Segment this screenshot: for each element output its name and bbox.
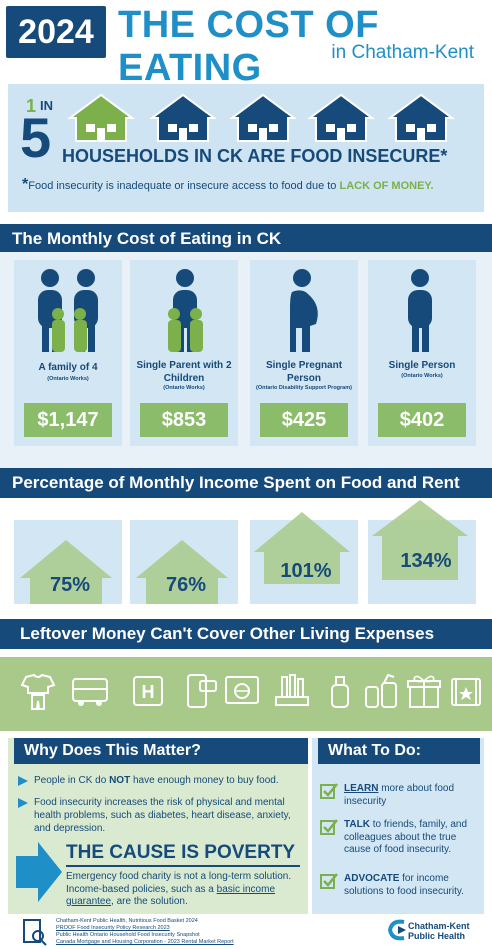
internet-icon <box>225 676 259 704</box>
arrow-bullet-icon <box>18 776 28 786</box>
leftover-section-title: Leftover Money Can't Cover Other Living … <box>0 619 492 649</box>
org-line-2: Public Health <box>408 930 466 941</box>
org-line-1: Chatham-Kent <box>408 921 470 931</box>
arrow-bullet-icon <box>18 798 28 808</box>
school-supplies-icon <box>275 674 309 706</box>
house-icon <box>386 93 456 142</box>
footnote-highlight: LACK OF MONEY. <box>339 180 434 192</box>
todo-talk-verb: TALK <box>344 819 370 830</box>
price-pregnant: $425 <box>260 403 348 437</box>
todo-learn-text: more about food insecurity <box>344 783 455 807</box>
why-point-1-emph: NOT <box>109 775 131 786</box>
source-1: Chatham-Kent Public Health, Nutritious F… <box>56 918 198 924</box>
bus-icon <box>72 678 108 706</box>
price-single: $402 <box>378 403 466 437</box>
checkbox-icon <box>320 873 338 889</box>
house-icon <box>148 93 218 142</box>
percent-value-3: 101% <box>280 560 332 582</box>
insecurity-footnote: *Food insecurity is inadequate or insecu… <box>22 176 434 194</box>
cause-underline <box>66 865 300 867</box>
what-title: What To Do: <box>318 738 480 764</box>
charity-text: Emergency food charity is not a long-ter… <box>66 871 304 909</box>
percent-value-2: 76% <box>165 574 207 596</box>
charity-text-a: Emergency food charity is not a long-ter… <box>66 871 292 895</box>
percent-value-1: 75% <box>49 574 91 596</box>
single-person-icon <box>408 269 432 352</box>
cost-label-single-parent: Single Parent with 2 Children <box>136 360 232 384</box>
why-point-2: Food insecurity increases the risk of ph… <box>34 797 291 834</box>
price-single-parent: $853 <box>140 403 228 437</box>
laundry-icon <box>365 673 397 708</box>
chatham-kent-logo-icon <box>387 919 406 941</box>
why-title: Why Does This Matter? <box>14 738 308 764</box>
house-icon-highlighted <box>66 93 136 142</box>
checkbox-icon <box>320 783 338 799</box>
cost-sub-single-parent: (Ontario Works) <box>163 385 205 391</box>
org-name: Chatham-Kent Public Health <box>408 921 470 942</box>
pregnant-person-icon <box>290 269 318 352</box>
single-parent-icon <box>168 269 203 352</box>
big-arrow-icon <box>16 842 62 902</box>
why-point-1: People in CK do NOT have enough money to… <box>34 774 300 787</box>
stat-one: 1 <box>26 96 37 116</box>
house-icon <box>306 93 376 142</box>
todo-learn-verb: LEARN <box>344 783 379 794</box>
todo-advocate-verb: ADVOCATE <box>344 873 400 884</box>
page-title: THE COST OF EATING <box>118 4 379 89</box>
stat-in: IN <box>40 98 53 113</box>
cost-label-family: A family of 4 <box>38 362 98 373</box>
footnote-star: * <box>22 176 29 193</box>
svg-text:H: H <box>142 682 155 702</box>
insecurity-headline: HOUSEHOLDS IN CK ARE FOOD INSECURE* <box>62 146 448 166</box>
percent-value-4: 134% <box>400 550 452 572</box>
stat-five: 5 <box>20 106 52 169</box>
clothing-icon <box>20 673 56 710</box>
entertainment-icon <box>451 678 481 706</box>
page-subtitle: in Chatham-Kent <box>331 42 474 63</box>
percent-section-title: Percentage of Monthly Income Spent on Fo… <box>0 468 492 498</box>
todo-talk: TALK to friends, family, and colleagues … <box>344 819 474 857</box>
charity-text-b: , are the solution. <box>111 896 188 907</box>
why-panel <box>8 738 308 914</box>
cleaning-icon <box>331 676 349 708</box>
why-point-1-c: have enough money to buy food. <box>130 775 279 786</box>
basic-income-link[interactable]: basic income guarantee <box>66 883 275 908</box>
source-2-link[interactable]: PROOF Food Insecurity Policy Research 20… <box>56 925 170 932</box>
why-point-1-a: People in CK do <box>34 775 110 786</box>
house-icon <box>228 93 298 142</box>
sources-icon <box>23 919 47 946</box>
todo-learn: LEARN more about food insecurity <box>344 783 474 808</box>
year-badge: 2024 <box>6 6 106 58</box>
todo-talk-text: to friends, family, and colleagues about… <box>344 819 468 855</box>
cost-section-title: The Monthly Cost of Eating in CK <box>0 224 492 254</box>
price-family: $1,147 <box>24 403 112 437</box>
hospital-icon: H <box>133 676 163 706</box>
footnote-text: Food insecurity is inadequate or insecur… <box>28 180 340 192</box>
source-4-link[interactable]: Canada Mortgage and Housing Corporation … <box>56 939 234 946</box>
gift-icon <box>407 675 441 708</box>
checkbox-icon <box>320 819 338 835</box>
phone-icon <box>187 674 217 708</box>
cost-sub-single: (Ontario Works) <box>401 373 443 379</box>
percent-arrows <box>20 500 468 604</box>
cost-label-single: Single Person <box>388 360 456 371</box>
source-3: Public Health Ontario Household Food Ins… <box>56 932 200 939</box>
what-panel <box>312 738 484 914</box>
cost-sub-pregnant: (Ontario Disability Support Program) <box>256 385 352 391</box>
family-icon <box>38 269 98 352</box>
sources-list: Chatham-Kent Public Health, Nutritious F… <box>56 918 234 947</box>
cost-sub-family: (Ontario Works) <box>47 376 89 382</box>
cost-label-pregnant: Single Pregnant Person <box>265 360 343 384</box>
todo-advocate-text: for income solutions to food insecurity. <box>344 873 464 897</box>
todo-advocate: ADVOCATE for income solutions to food in… <box>344 873 474 898</box>
cause-heading: THE CAUSE IS POVERTY <box>66 842 296 863</box>
